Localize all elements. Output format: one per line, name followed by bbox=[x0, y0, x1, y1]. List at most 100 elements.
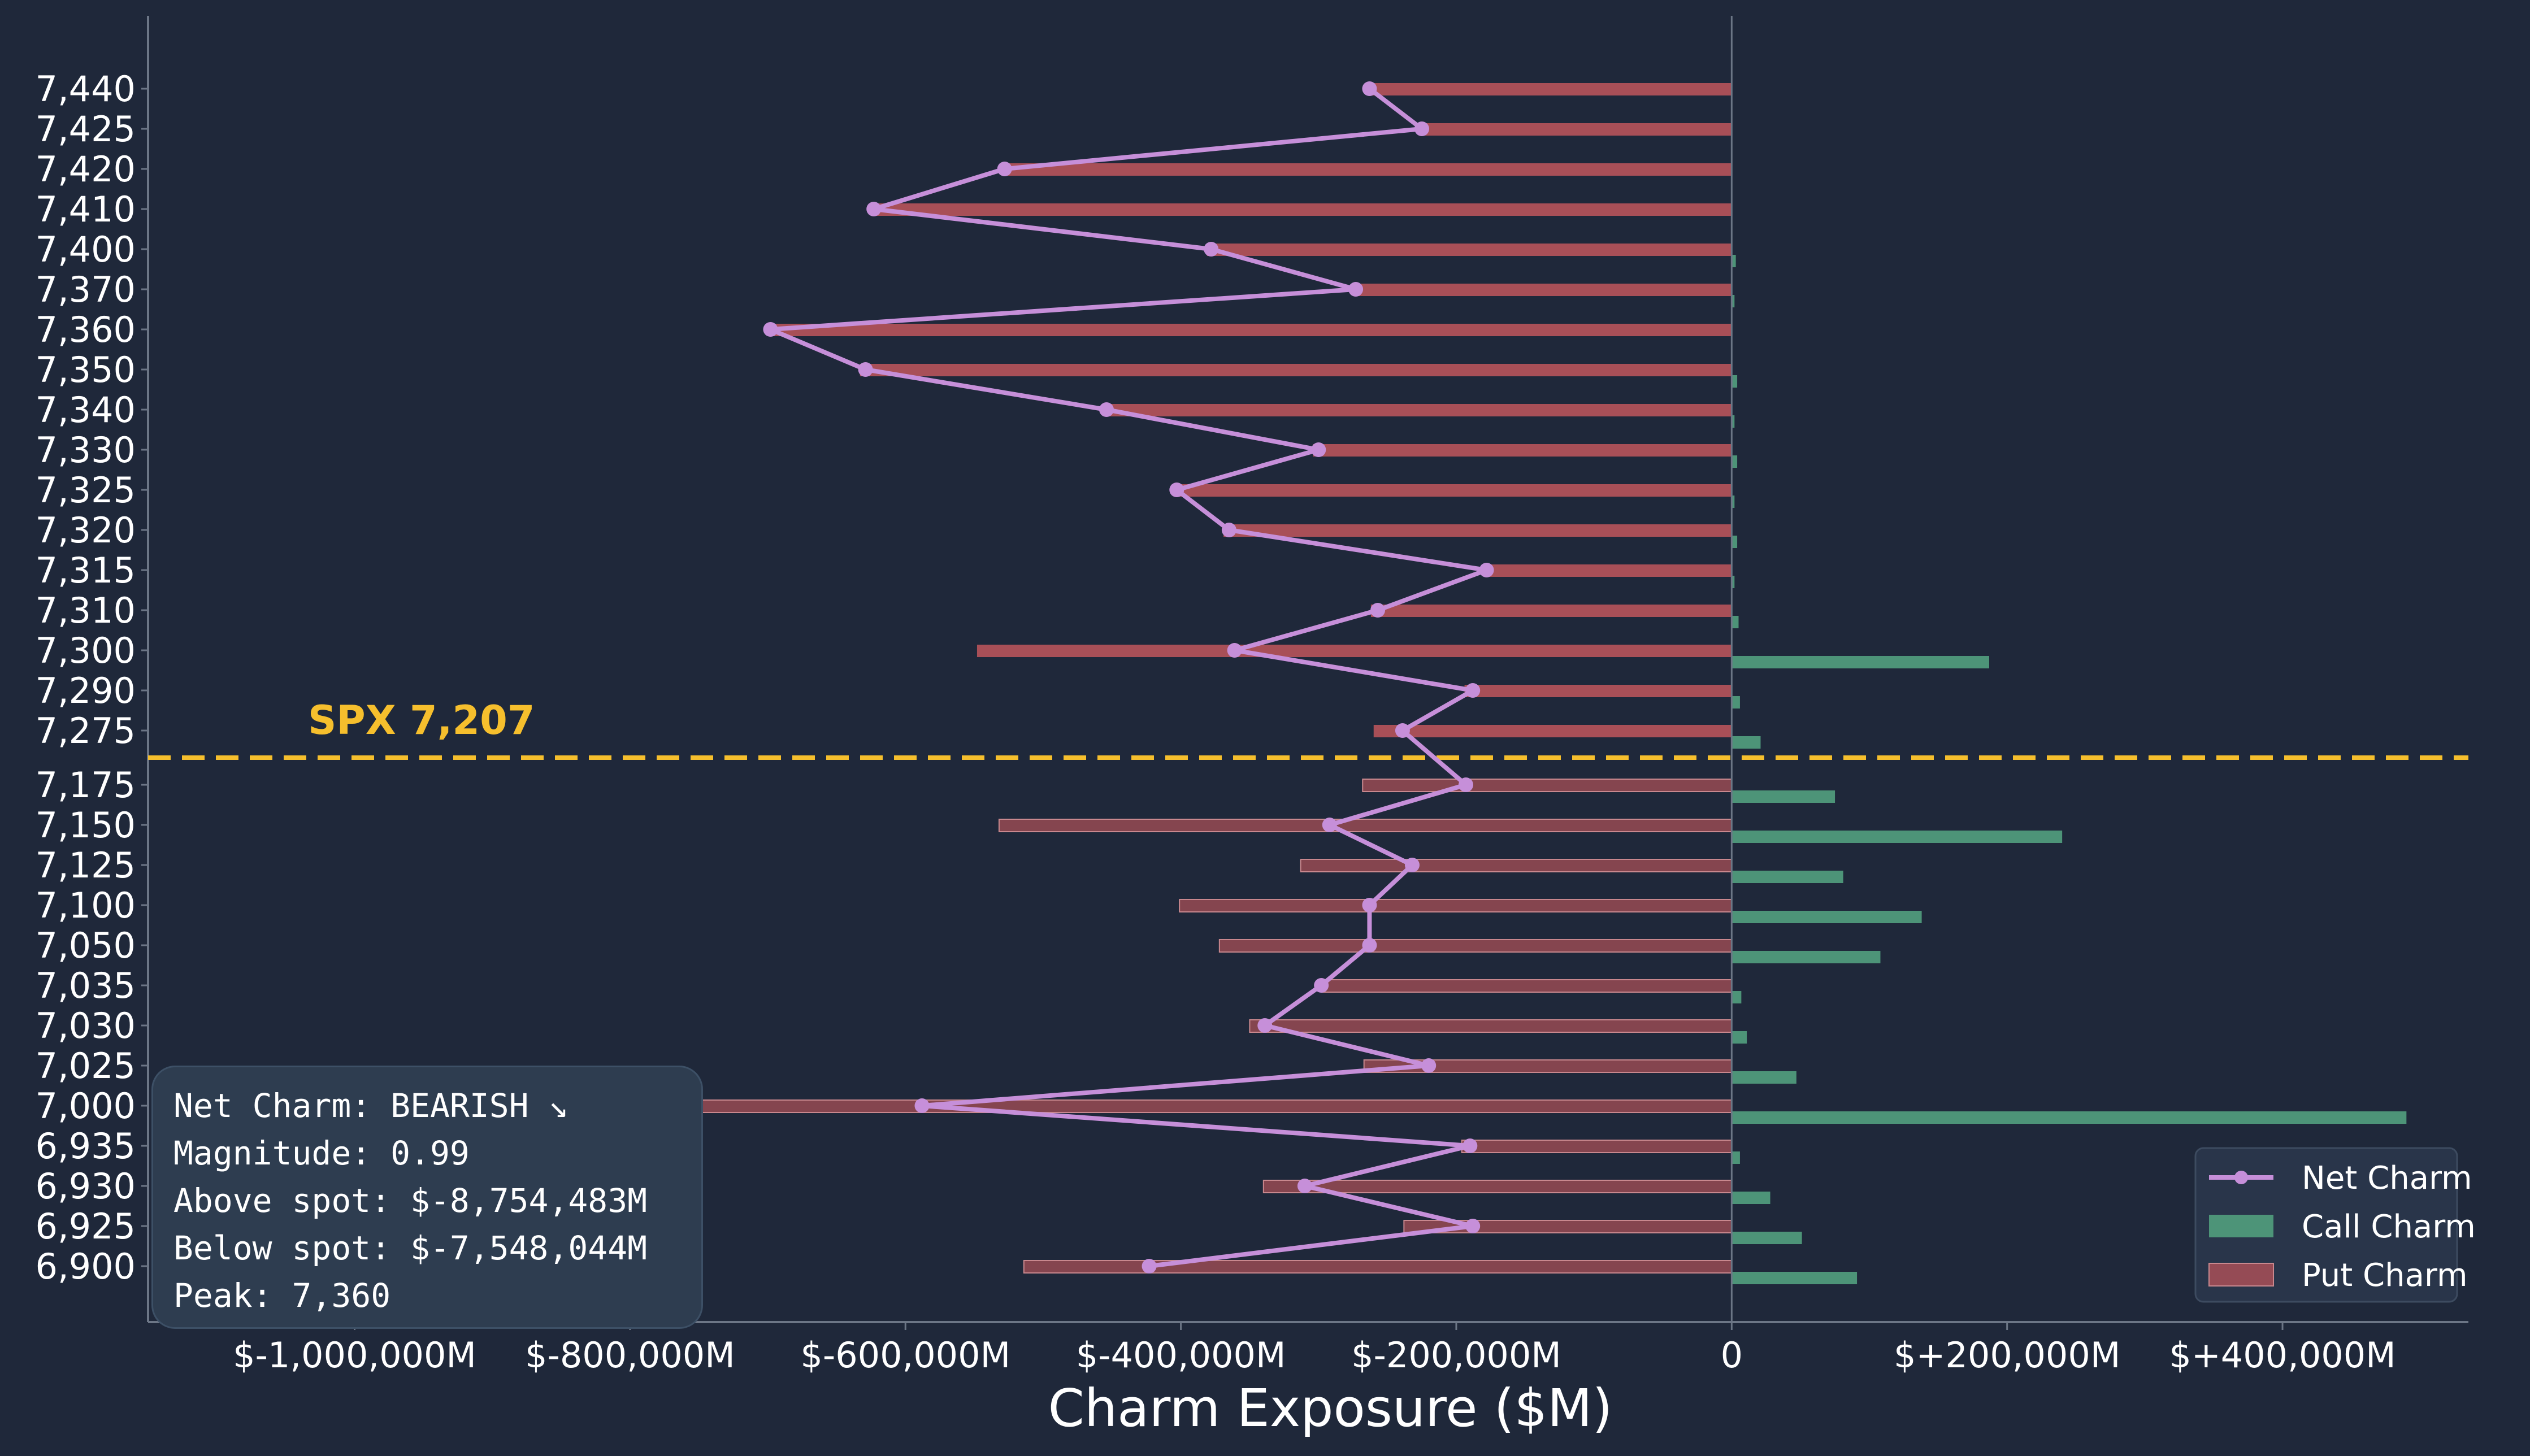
net-charm-point bbox=[1479, 563, 1494, 577]
call-charm-bar bbox=[1731, 831, 2063, 843]
y-tick-label: 7,000 bbox=[36, 1085, 136, 1127]
net-charm-point bbox=[866, 202, 882, 216]
net-charm-info-box: Net Charm: BEARISH ↘ Magnitude: 0.99 Abo… bbox=[151, 1066, 703, 1329]
call-charm-bar bbox=[1731, 790, 1835, 803]
y-tick-label: 7,275 bbox=[36, 710, 136, 751]
put-charm-bar bbox=[1354, 284, 1732, 296]
x-tick-label: $-200,000M bbox=[1351, 1335, 1561, 1376]
call-charm-bar bbox=[1731, 991, 1742, 1003]
net-charm-point bbox=[1142, 1259, 1157, 1274]
call-charm-bar bbox=[1731, 736, 1761, 749]
put-charm-bar bbox=[1313, 444, 1732, 457]
net-charm-point bbox=[1414, 121, 1430, 136]
put-charm-bar bbox=[1373, 725, 1732, 737]
call-charm-bar bbox=[1731, 1272, 1858, 1284]
net-charm-point bbox=[1322, 818, 1337, 832]
net-charm-point bbox=[1204, 242, 1219, 257]
call-charm-bar bbox=[1731, 255, 1736, 267]
put-charm-bar bbox=[1179, 899, 1733, 912]
y-tick-label: 7,290 bbox=[36, 670, 136, 711]
put-charm-bar bbox=[1174, 484, 1732, 497]
put-charm-bar bbox=[1483, 564, 1732, 577]
call-charm-bars bbox=[1731, 255, 2407, 1284]
call-charm-bar bbox=[1731, 951, 1881, 963]
legend-call-charm-swatch bbox=[2209, 1215, 2273, 1237]
call-charm-bar bbox=[1731, 1111, 2407, 1124]
y-tick-label: 7,100 bbox=[36, 885, 136, 926]
call-charm-bar bbox=[1731, 1031, 1747, 1044]
net-charm-point bbox=[1404, 858, 1420, 872]
y-tick-label: 7,125 bbox=[36, 845, 136, 886]
put-charm-bar bbox=[1370, 605, 1732, 617]
net-charm-point bbox=[1362, 898, 1377, 912]
net-charm-point bbox=[1362, 81, 1377, 96]
call-charm-bar bbox=[1731, 656, 1989, 668]
put-charm-bar bbox=[1369, 83, 1732, 95]
net-charm-point bbox=[1348, 282, 1364, 297]
call-charm-bar bbox=[1731, 536, 1738, 548]
net-charm-point bbox=[1370, 603, 1386, 618]
call-charm-bar bbox=[1731, 911, 1922, 923]
put-charm-bar bbox=[1422, 123, 1732, 136]
call-charm-bar bbox=[1731, 1232, 1802, 1244]
put-charm-bar bbox=[874, 203, 1732, 216]
y-tick-label: 7,025 bbox=[36, 1045, 136, 1086]
put-charm-bar bbox=[1218, 939, 1733, 953]
net-charm-point bbox=[1311, 442, 1326, 457]
net-charm-point bbox=[858, 362, 873, 377]
put-charm-bar bbox=[977, 645, 1732, 657]
call-charm-bar bbox=[1731, 455, 1738, 468]
y-tick-label: 7,440 bbox=[36, 68, 136, 110]
y-tick-label: 6,935 bbox=[36, 1125, 136, 1167]
call-charm-bar bbox=[1731, 576, 1735, 588]
legend-net-charm-label: Net Charm bbox=[2302, 1160, 2472, 1197]
y-tick-label: 7,330 bbox=[36, 429, 136, 471]
call-charm-bar bbox=[1731, 871, 1843, 883]
legend-net-charm-marker bbox=[2234, 1171, 2248, 1184]
x-tick-label: $-800,000M bbox=[525, 1335, 735, 1376]
y-tick-label: 7,340 bbox=[36, 389, 136, 431]
net-charm-point bbox=[1463, 1138, 1478, 1153]
y-tick-label: 7,325 bbox=[36, 470, 136, 511]
put-charm-bar bbox=[770, 324, 1732, 336]
y-tick-label: 7,425 bbox=[36, 108, 136, 150]
x-tick-label: $+400,000M bbox=[2169, 1335, 2396, 1376]
net-charm-series bbox=[763, 81, 1494, 1274]
net-charm-point bbox=[1465, 1219, 1481, 1233]
net-charm-point bbox=[1257, 1018, 1273, 1033]
x-tick-label: 0 bbox=[1721, 1335, 1743, 1376]
y-tick-label: 6,900 bbox=[36, 1246, 136, 1287]
info-peak: Peak: 7,360 bbox=[173, 1276, 391, 1315]
y-tick-label: 7,030 bbox=[36, 1005, 136, 1046]
net-charm-point bbox=[1099, 402, 1114, 417]
call-charm-bar bbox=[1731, 616, 1739, 628]
net-charm-point bbox=[914, 1098, 930, 1113]
y-tick-label: 7,310 bbox=[36, 590, 136, 631]
put-charm-bar bbox=[1223, 524, 1732, 537]
net-charm-line bbox=[768, 86, 1489, 1268]
put-charm-bars bbox=[246, 83, 1733, 1274]
x-tick-label: $+200,000M bbox=[1894, 1335, 2120, 1376]
net-charm-point bbox=[1227, 643, 1242, 658]
net-charm-point bbox=[1169, 483, 1184, 497]
net-charm-point bbox=[1459, 777, 1474, 792]
put-charm-bar bbox=[1321, 979, 1733, 993]
legend-put-charm-label: Put Charm bbox=[2302, 1257, 2468, 1294]
y-tick-label: 6,925 bbox=[36, 1206, 136, 1247]
y-tick-label: 7,370 bbox=[36, 269, 136, 310]
net-charm-point bbox=[763, 322, 778, 337]
y-tick-label: 7,175 bbox=[36, 764, 136, 806]
info-magnitude: Magnitude: 0.99 bbox=[173, 1134, 470, 1172]
net-charm-point bbox=[1297, 1179, 1312, 1193]
put-charm-bar bbox=[1207, 244, 1732, 256]
put-charm-bar bbox=[1104, 404, 1732, 416]
put-charm-bar bbox=[998, 819, 1733, 832]
tick-labels: 7,4407,4257,4207,4107,4007,3707,3607,350… bbox=[36, 68, 2396, 1376]
y-tick-label: 7,350 bbox=[36, 349, 136, 390]
legend-call-charm-label: Call Charm bbox=[2302, 1209, 2476, 1245]
y-tick-label: 7,150 bbox=[36, 805, 136, 846]
x-axis-title: Charm Exposure ($M) bbox=[1048, 1378, 1613, 1438]
y-tick-label: 7,050 bbox=[36, 925, 136, 966]
y-tick-label: 7,315 bbox=[36, 550, 136, 591]
